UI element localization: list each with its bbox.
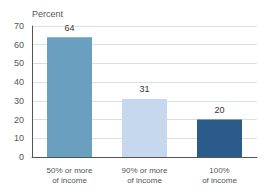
svg-text:50% or more: 50% or more	[47, 166, 93, 175]
svg-text:20: 20	[214, 105, 224, 115]
svg-text:60: 60	[14, 40, 24, 50]
svg-text:90% or more: 90% or more	[122, 166, 168, 175]
svg-text:30: 30	[14, 96, 24, 106]
svg-text:Percent: Percent	[32, 9, 64, 19]
svg-text:of income: of income	[127, 176, 162, 185]
svg-text:0: 0	[19, 152, 24, 162]
svg-text:64: 64	[64, 23, 74, 33]
svg-text:50: 50	[14, 58, 24, 68]
svg-text:100%: 100%	[209, 166, 229, 175]
svg-text:31: 31	[139, 84, 149, 94]
svg-text:10: 10	[14, 133, 24, 143]
svg-text:of income: of income	[52, 176, 87, 185]
svg-text:40: 40	[14, 77, 24, 87]
svg-text:20: 20	[14, 115, 24, 125]
svg-text:70: 70	[14, 21, 24, 31]
svg-text:of income: of income	[202, 176, 237, 185]
